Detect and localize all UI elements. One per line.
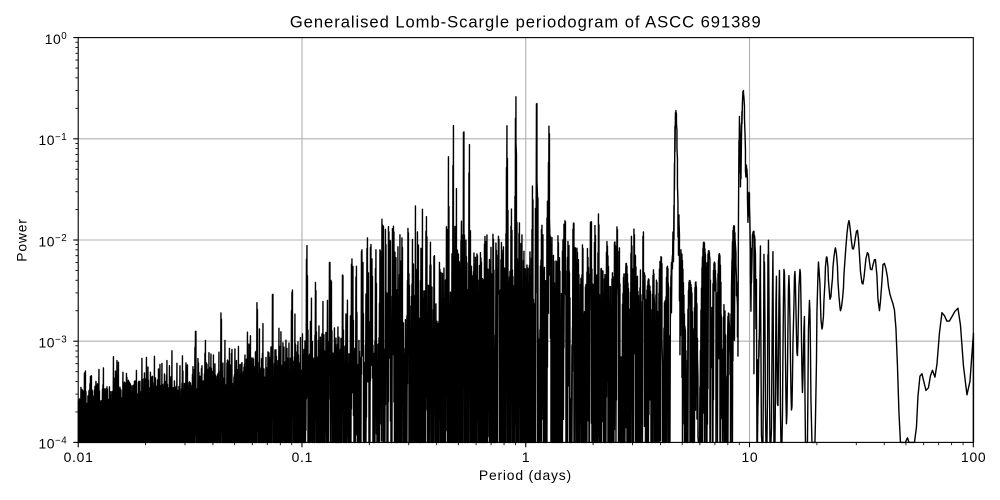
svg-text:Period (days): Period (days) xyxy=(479,467,572,483)
svg-text:10: 10 xyxy=(741,449,758,465)
svg-text:Power: Power xyxy=(13,218,29,261)
svg-text:0.1: 0.1 xyxy=(292,449,314,465)
svg-text:10−2: 10−2 xyxy=(38,233,67,249)
svg-text:10−1: 10−1 xyxy=(38,132,67,148)
svg-text:100: 100 xyxy=(45,31,68,47)
svg-text:1: 1 xyxy=(522,449,530,465)
svg-text:100: 100 xyxy=(961,449,986,465)
svg-text:10−3: 10−3 xyxy=(38,334,67,350)
svg-text:Generalised Lomb-Scargle perio: Generalised Lomb-Scargle periodogram of … xyxy=(290,13,762,32)
svg-text:0.01: 0.01 xyxy=(64,449,94,465)
